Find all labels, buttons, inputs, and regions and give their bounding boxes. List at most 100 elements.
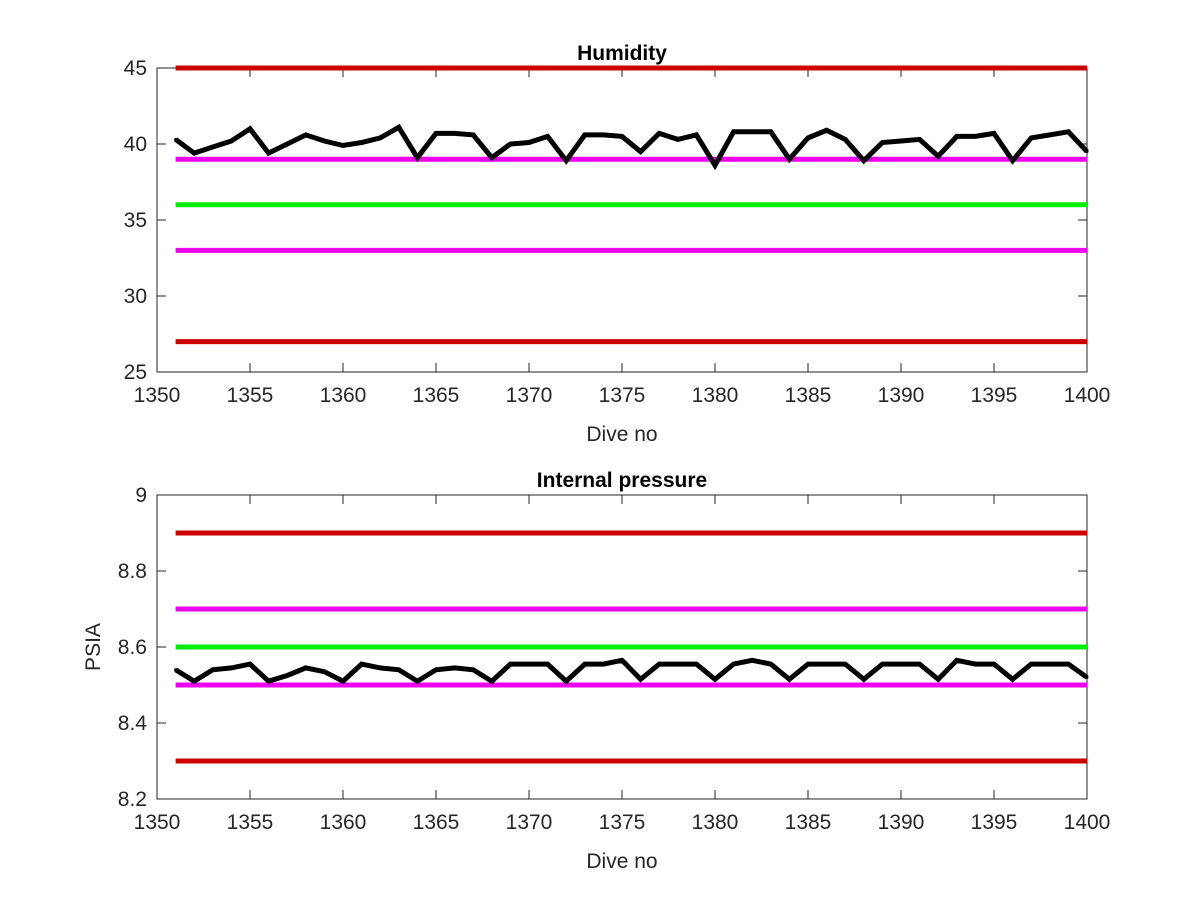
data-point xyxy=(1011,677,1015,681)
data-point xyxy=(769,130,773,134)
x-tick-label: 1380 xyxy=(692,811,739,834)
data-point xyxy=(806,662,810,666)
data-point xyxy=(285,142,289,146)
data-point xyxy=(471,668,475,672)
plot-area xyxy=(156,67,1088,373)
data-point xyxy=(936,154,940,158)
data-point xyxy=(639,150,643,154)
data-point xyxy=(918,137,922,141)
data-point xyxy=(285,674,289,677)
x-tick-label: 1375 xyxy=(599,811,646,834)
data-point xyxy=(1066,130,1070,134)
data-point xyxy=(955,658,959,662)
data-point xyxy=(1085,675,1089,679)
data-point xyxy=(211,668,215,672)
data-point xyxy=(229,139,233,143)
x-tick-label: 1370 xyxy=(506,384,553,407)
chart-title: Humidity xyxy=(577,42,667,65)
data-point xyxy=(601,133,605,137)
data-point xyxy=(415,156,419,160)
data-point xyxy=(304,133,308,137)
data-point xyxy=(694,662,698,666)
chart-panel-0: 1350 1355 1360 1365 1370 1375 1380 1385 1390 1395… xyxy=(124,42,1111,446)
data-point xyxy=(787,677,791,681)
x-tick-label: 1355 xyxy=(227,384,274,407)
y-tick-label: 8.6 xyxy=(118,636,147,659)
data-point xyxy=(880,140,884,144)
x-tick-label: 1375 xyxy=(599,384,646,407)
data-point xyxy=(471,133,475,137)
data-point xyxy=(657,662,661,666)
data-point xyxy=(267,679,271,683)
data-point xyxy=(397,125,401,129)
data-point xyxy=(564,159,568,163)
data-point xyxy=(248,662,252,666)
x-tick-label: 1350 xyxy=(134,384,181,407)
x-tick-label: 1385 xyxy=(785,811,832,834)
data-point xyxy=(453,131,457,135)
data-point xyxy=(899,139,903,143)
y-tick-label: 8.4 xyxy=(118,712,148,735)
data-point xyxy=(527,140,531,144)
data-point xyxy=(229,666,233,670)
data-point xyxy=(750,658,754,662)
data-point xyxy=(843,137,847,141)
data-point xyxy=(1085,150,1089,154)
data-point xyxy=(378,136,382,140)
data-point xyxy=(508,662,512,666)
data-point xyxy=(322,670,326,674)
data-point xyxy=(546,662,550,666)
data-point xyxy=(583,662,587,666)
data-point xyxy=(583,133,587,137)
data-point xyxy=(211,145,215,149)
y-tick-label: 9 xyxy=(135,484,147,507)
chart-panel-1: 1350 1355 1360 1365 1370 1375 1380 1385 1390 1395… xyxy=(82,469,1110,873)
y-tick-label: 30 xyxy=(124,285,147,308)
data-point xyxy=(360,140,364,144)
data-point xyxy=(769,662,773,666)
data-point xyxy=(713,163,717,167)
x-tick-label: 1370 xyxy=(506,811,553,834)
data-point xyxy=(1066,662,1070,666)
x-tick-label: 1355 xyxy=(227,811,274,834)
x-tick-label: 1395 xyxy=(971,384,1018,407)
data-point xyxy=(248,127,252,131)
x-tick-label: 1350 xyxy=(134,811,181,834)
data-point xyxy=(992,662,996,666)
y-tick-label: 8.2 xyxy=(118,788,147,811)
x-tick-label: 1400 xyxy=(1064,384,1111,407)
data-point xyxy=(304,666,308,670)
data-point xyxy=(508,142,512,146)
x-tick-label: 1380 xyxy=(692,384,739,407)
data-point xyxy=(694,133,698,137)
x-tick-label: 1360 xyxy=(320,811,367,834)
data-point xyxy=(750,130,754,134)
data-point xyxy=(341,679,345,683)
y-tick-label: 40 xyxy=(124,133,147,156)
data-point xyxy=(267,151,271,155)
data-point xyxy=(322,139,326,143)
data-point xyxy=(899,662,903,666)
series-line-0 xyxy=(174,657,1089,685)
data-point xyxy=(1011,159,1015,163)
data-point xyxy=(490,156,494,160)
data-point xyxy=(862,159,866,163)
data-point xyxy=(657,131,661,135)
data-point xyxy=(434,131,438,135)
data-point xyxy=(1048,662,1052,666)
data-point xyxy=(564,679,568,683)
data-point xyxy=(620,134,624,138)
y-tick-label: 45 xyxy=(124,57,147,80)
data-point xyxy=(546,134,550,138)
data-point xyxy=(490,679,494,683)
x-axis-label: Dive no xyxy=(586,423,657,446)
data-point xyxy=(434,668,438,672)
x-tick-label: 1365 xyxy=(413,384,460,407)
data-point xyxy=(397,668,401,672)
data-point xyxy=(415,679,419,683)
data-point xyxy=(843,662,847,666)
data-point xyxy=(620,658,624,662)
data-point xyxy=(825,662,829,666)
data-point xyxy=(862,677,866,681)
